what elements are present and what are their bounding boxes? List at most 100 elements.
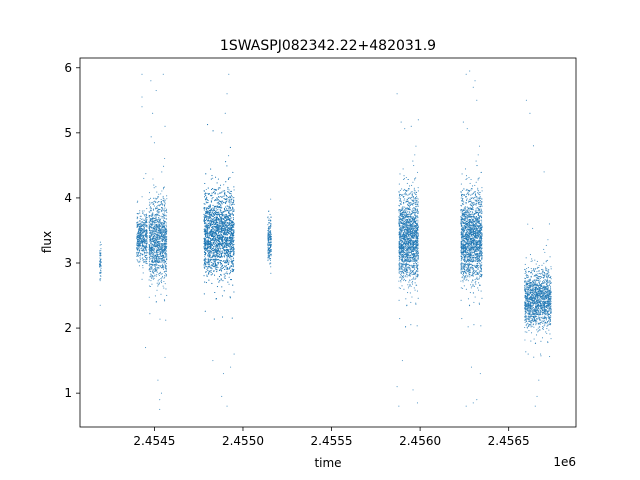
data-point <box>155 262 157 265</box>
data-point <box>146 222 148 224</box>
data-point <box>150 255 152 258</box>
data-point <box>139 225 141 227</box>
data-point <box>212 130 214 132</box>
data-point <box>212 214 214 216</box>
data-point <box>207 200 209 202</box>
data-point <box>230 209 232 211</box>
data-point <box>208 234 210 236</box>
data-points <box>99 70 552 410</box>
data-point <box>136 201 138 203</box>
data-point <box>227 254 229 256</box>
data-point <box>227 238 229 240</box>
data-point <box>150 227 152 229</box>
data-point <box>136 233 138 235</box>
data-point <box>204 193 206 195</box>
data-point <box>228 191 230 193</box>
data-point <box>230 217 232 219</box>
data-point <box>161 171 163 173</box>
data-point <box>156 255 159 257</box>
data-point <box>148 259 151 261</box>
data-point <box>149 197 151 199</box>
data-point <box>203 259 205 261</box>
data-point <box>149 270 151 273</box>
data-point <box>160 248 163 250</box>
data-point <box>219 250 221 253</box>
data-point <box>154 259 156 262</box>
data-point <box>208 252 210 254</box>
data-point <box>213 223 216 225</box>
data-point <box>166 195 168 197</box>
data-point <box>138 231 140 233</box>
data-point <box>142 231 144 233</box>
data-point <box>219 280 221 282</box>
data-point <box>210 252 212 254</box>
data-point <box>209 204 211 206</box>
data-point <box>166 243 168 245</box>
data-point <box>228 155 230 157</box>
data-point <box>150 229 152 231</box>
data-point <box>163 287 165 289</box>
data-point <box>100 261 102 263</box>
data-point <box>221 213 223 215</box>
data-point <box>141 246 143 248</box>
data-point <box>215 230 217 232</box>
data-point <box>156 275 158 277</box>
data-point <box>219 209 221 211</box>
data-point <box>226 271 228 273</box>
data-point <box>231 227 233 229</box>
data-point <box>142 225 144 227</box>
data-point <box>209 255 211 257</box>
data-point <box>100 254 102 256</box>
data-point <box>213 206 216 208</box>
data-point <box>218 254 220 256</box>
data-point <box>226 268 228 270</box>
data-point <box>136 238 138 240</box>
data-point <box>212 227 214 229</box>
data-point <box>210 219 212 221</box>
data-point <box>141 244 144 246</box>
data-point <box>215 257 217 259</box>
data-point <box>161 235 163 237</box>
data-point <box>142 218 144 220</box>
data-point <box>208 224 210 226</box>
data-point <box>160 246 162 248</box>
data-point <box>211 218 214 220</box>
data-point <box>138 229 140 231</box>
data-point <box>226 223 228 225</box>
data-point <box>158 274 160 277</box>
data-point <box>139 238 141 240</box>
data-point <box>158 278 160 281</box>
data-point <box>226 217 228 219</box>
data-point <box>164 270 166 272</box>
data-point <box>137 250 139 252</box>
data-point <box>218 231 220 233</box>
data-point <box>221 239 223 241</box>
data-point <box>149 232 151 234</box>
data-point <box>137 213 139 215</box>
data-point <box>156 282 158 284</box>
data-point <box>144 217 147 219</box>
data-point <box>143 259 145 261</box>
data-point <box>233 210 235 212</box>
data-point <box>142 259 144 261</box>
data-point <box>220 260 223 262</box>
data-point <box>221 226 223 228</box>
data-point <box>148 199 150 201</box>
data-point <box>213 246 215 248</box>
data-point <box>138 244 140 246</box>
data-point <box>158 193 160 195</box>
data-point <box>219 201 221 203</box>
data-point <box>207 250 209 252</box>
data-point <box>153 187 155 189</box>
data-point <box>215 228 217 230</box>
data-point <box>208 232 210 234</box>
data-point <box>150 250 152 252</box>
data-point <box>268 218 270 220</box>
data-point <box>214 212 216 214</box>
data-point <box>150 280 152 282</box>
data-point <box>144 221 146 224</box>
data-point <box>150 247 152 249</box>
data-point <box>143 214 145 216</box>
data-point <box>143 249 145 251</box>
data-point <box>163 217 165 219</box>
